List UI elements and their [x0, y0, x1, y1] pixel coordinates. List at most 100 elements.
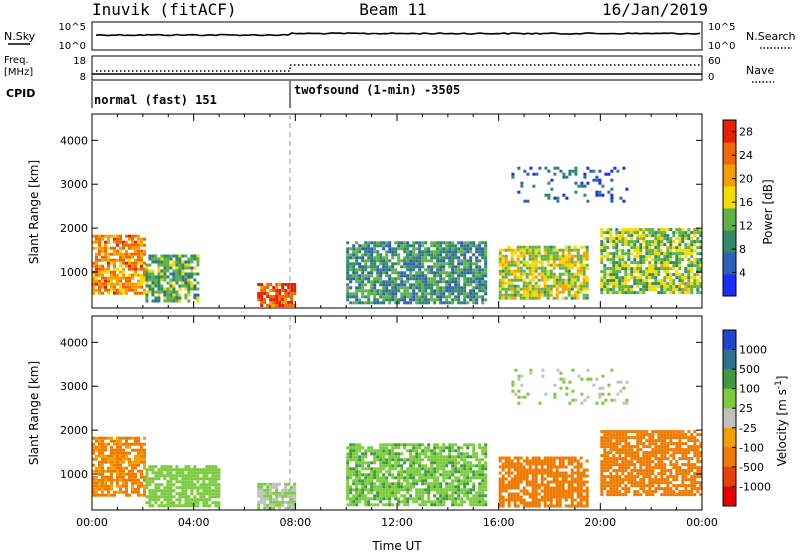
data-cell — [202, 492, 206, 496]
data-cell — [376, 280, 380, 284]
data-cell — [394, 464, 398, 468]
data-cell — [564, 269, 568, 273]
data-cell — [624, 261, 628, 265]
data-cell — [376, 241, 380, 245]
data-cell — [501, 248, 505, 252]
data-cell — [364, 301, 368, 305]
data-cell — [131, 466, 134, 470]
data-cell — [504, 498, 508, 502]
data-cell — [639, 246, 643, 250]
data-cell — [660, 261, 664, 265]
data-cell — [418, 244, 422, 248]
data-cell — [172, 269, 176, 273]
data-cell — [263, 503, 267, 507]
data-cell — [603, 445, 607, 449]
data-cell — [645, 460, 649, 464]
data-cell — [546, 495, 550, 499]
data-cell — [666, 228, 670, 232]
data-cell — [561, 474, 565, 478]
data-cell — [576, 284, 580, 288]
data-cell — [272, 289, 276, 292]
data-cell — [424, 479, 428, 483]
data-cell — [442, 250, 446, 254]
data-cell — [394, 268, 398, 272]
data-cell — [110, 475, 113, 479]
data-cell — [690, 490, 694, 494]
data-cell — [457, 452, 461, 456]
data-cell — [522, 272, 526, 276]
data-cell — [615, 481, 619, 485]
data-cell — [92, 487, 95, 491]
data-cell — [448, 241, 452, 245]
data-cell — [537, 290, 541, 294]
data-cell — [603, 430, 607, 434]
data-cell — [397, 271, 401, 275]
data-cell — [624, 439, 628, 443]
data-cell — [498, 465, 502, 469]
data-cell — [367, 292, 371, 296]
data-cell — [160, 489, 164, 493]
data-cell — [406, 491, 410, 495]
data-cell — [651, 249, 655, 253]
data-cell — [290, 295, 294, 298]
data-cell — [672, 240, 676, 244]
data-cell — [217, 492, 221, 496]
data-cell — [415, 470, 419, 474]
data-cell — [484, 268, 488, 272]
data-cell — [693, 448, 697, 452]
data-cell — [565, 196, 569, 200]
data-cell — [678, 451, 682, 455]
data-cell — [513, 290, 517, 294]
data-cell — [397, 289, 401, 293]
data-cell — [555, 501, 559, 505]
data-cell — [140, 481, 143, 485]
data-cell — [196, 299, 200, 303]
data-cell — [531, 483, 535, 487]
data-cell — [645, 490, 649, 494]
data-cell — [579, 257, 583, 261]
data-cell — [436, 259, 440, 263]
data-cell — [92, 279, 95, 283]
data-cell — [190, 266, 194, 270]
data-cell — [457, 250, 461, 254]
data-cell — [600, 240, 604, 244]
data-cell — [466, 473, 470, 477]
data-cell — [424, 277, 428, 281]
data-cell — [457, 449, 461, 453]
data-cell — [534, 275, 538, 279]
data-cell — [510, 471, 514, 475]
data-cell — [669, 442, 673, 446]
data-cell — [397, 488, 401, 492]
data-cell — [687, 439, 691, 443]
data-cell — [400, 482, 404, 486]
data-cell — [145, 272, 149, 276]
data-cell — [469, 244, 473, 248]
data-cell — [125, 291, 128, 295]
data-cell — [379, 455, 383, 459]
data-cell — [137, 240, 140, 244]
data-cell — [525, 492, 529, 496]
data-cell — [600, 472, 604, 476]
data-cell — [376, 455, 380, 459]
data-cell — [693, 466, 697, 470]
data-cell — [151, 281, 155, 285]
data-cell — [187, 272, 191, 276]
data-cell — [421, 295, 425, 299]
data-cell — [579, 492, 583, 496]
data-cell — [463, 289, 467, 293]
data-cell — [448, 274, 452, 278]
data-cell — [553, 395, 557, 399]
data-cell — [430, 271, 434, 275]
data-cell — [522, 501, 526, 505]
data-cell — [412, 461, 416, 465]
colorbar-tick-label: 4 — [739, 267, 746, 280]
data-cell — [196, 471, 200, 475]
data-cell — [513, 456, 517, 460]
data-cell — [406, 280, 410, 284]
data-cell — [618, 478, 622, 482]
data-cell — [645, 276, 649, 280]
data-cell — [582, 504, 586, 508]
data-cell — [454, 268, 458, 272]
data-cell — [513, 278, 517, 282]
data-cell — [466, 265, 470, 269]
